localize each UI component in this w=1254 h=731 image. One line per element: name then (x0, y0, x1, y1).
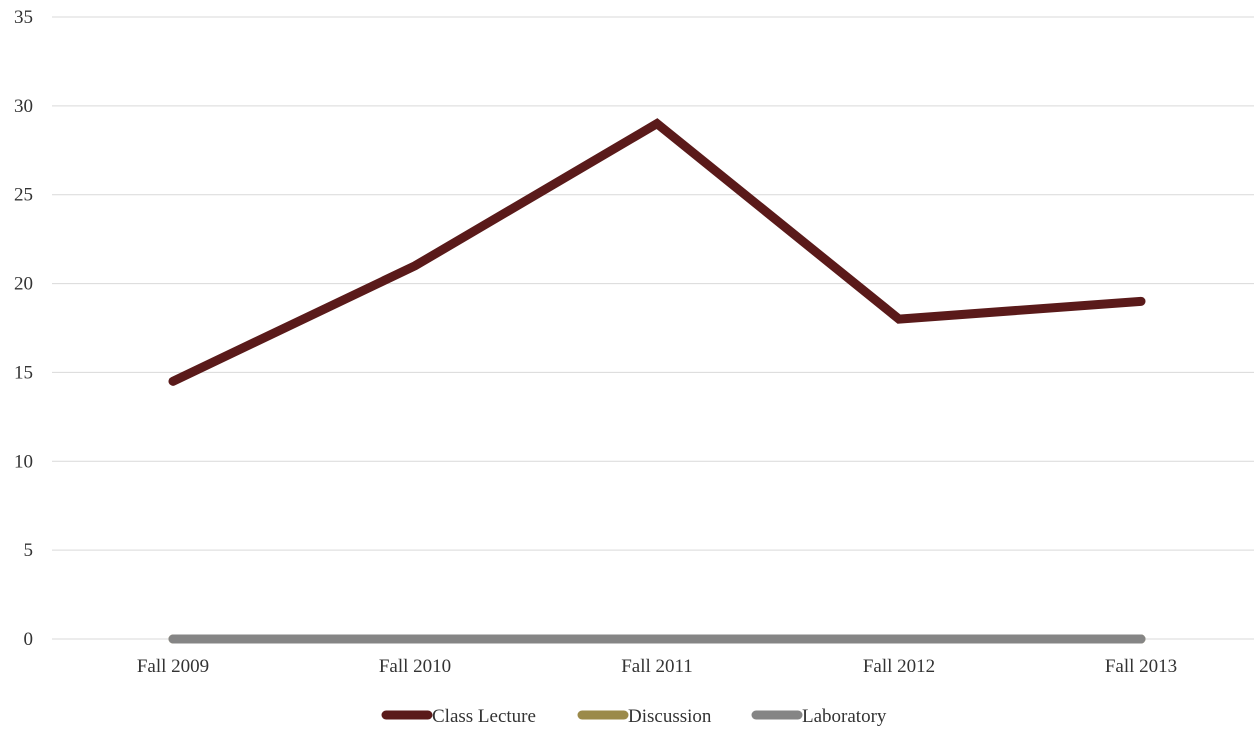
y-tick-label: 15 (14, 362, 33, 383)
legend-item: Discussion (577, 706, 712, 727)
y-tick-label: 20 (14, 274, 33, 295)
x-tick-label: Fall 2009 (137, 656, 209, 677)
legend-label: Laboratory (802, 706, 887, 727)
series-line-class-lecture (168, 118, 1146, 386)
x-tick-label: Fall 2011 (621, 656, 693, 677)
legend: Class Lecture Discussion Laboratory (381, 706, 887, 727)
x-tick-label: Fall 2010 (379, 656, 451, 677)
y-tick-label: 35 (14, 7, 33, 28)
legend-item: Class Lecture (381, 706, 536, 727)
y-tick-label: 0 (24, 629, 34, 650)
y-tick-label: 5 (24, 540, 34, 561)
y-tick-label: 10 (14, 451, 33, 472)
y-tick-label: 25 (14, 185, 33, 206)
y-axis-ticks: 0 5 10 15 20 25 30 35 (14, 7, 33, 650)
x-axis-ticks: Fall 2009 Fall 2010 Fall 2011 Fall 2012 Fall… (137, 656, 1177, 677)
legend-label: Class Lecture (432, 706, 536, 727)
x-tick-label: Fall 2012 (863, 656, 935, 677)
y-tick-label: 30 (14, 96, 33, 117)
series-lines (168, 118, 1146, 644)
legend-item: Laboratory (751, 706, 887, 727)
x-tick-label: Fall 2013 (1105, 656, 1177, 677)
legend-label: Discussion (628, 706, 712, 727)
gridlines (52, 16, 1254, 640)
